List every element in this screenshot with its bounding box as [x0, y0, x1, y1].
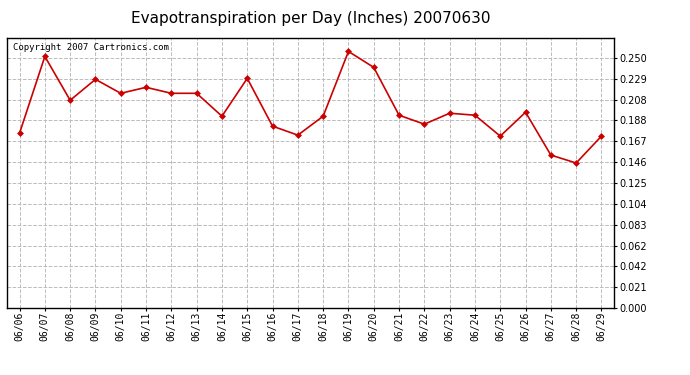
Text: Copyright 2007 Cartronics.com: Copyright 2007 Cartronics.com: [13, 43, 169, 52]
Text: Evapotranspiration per Day (Inches) 20070630: Evapotranspiration per Day (Inches) 2007…: [130, 11, 491, 26]
